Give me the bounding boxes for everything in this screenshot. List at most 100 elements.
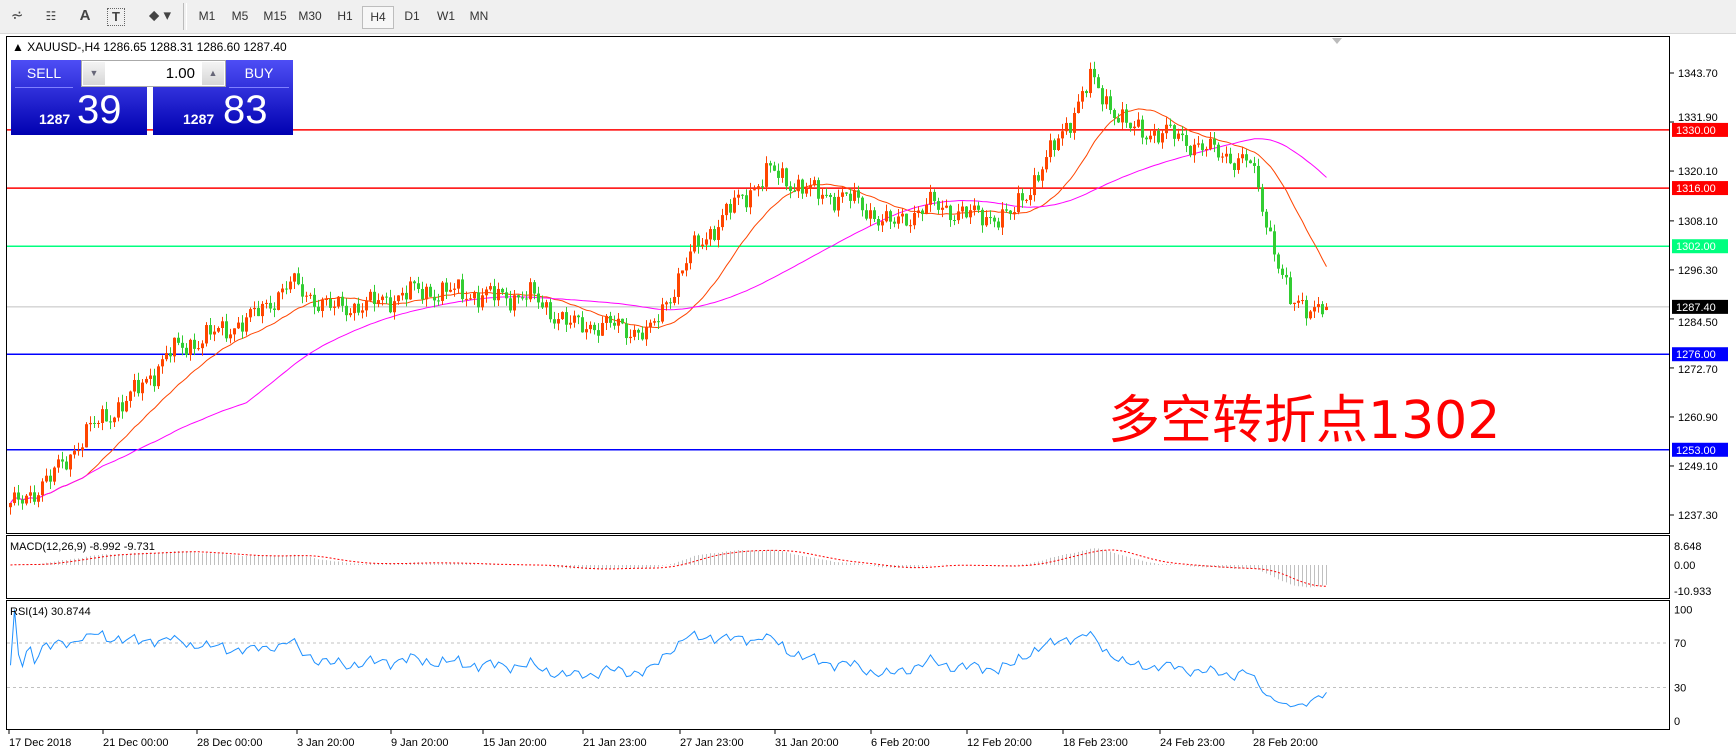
- volume-stepper[interactable]: ▼ 1.00 ▲: [81, 60, 226, 87]
- candle: [105, 409, 108, 422]
- candle: [441, 282, 444, 301]
- candle: [321, 299, 324, 311]
- candle: [497, 288, 500, 301]
- candle: [837, 196, 840, 211]
- candle: [1289, 277, 1292, 305]
- candle: [465, 298, 468, 300]
- timeframe-h4[interactable]: H4: [362, 6, 394, 29]
- candle: [1277, 254, 1280, 269]
- candle: [1161, 133, 1164, 143]
- macd-pane: [6, 535, 1670, 599]
- candle: [1245, 154, 1248, 161]
- time-tick-label: 17 Dec 2018: [9, 737, 71, 749]
- candle: [233, 328, 236, 335]
- candle: [589, 324, 592, 330]
- price-level-tag: [1672, 299, 1728, 314]
- timeframe-w1[interactable]: W1: [437, 9, 455, 23]
- timeframe-d1[interactable]: D1: [404, 9, 420, 23]
- price-level-tag: [1672, 181, 1728, 196]
- candle: [109, 421, 112, 423]
- candle: [1309, 311, 1312, 319]
- candle: [245, 317, 248, 332]
- timeframe-m30[interactable]: M30: [298, 9, 322, 23]
- candle: [1089, 68, 1092, 94]
- candle: [533, 282, 536, 294]
- rsi-tick-label: 0: [1674, 716, 1680, 728]
- candle: [337, 296, 340, 307]
- arrows-dropdown-icon[interactable]: ⬥ ▾: [148, 7, 172, 24]
- candle: [677, 273, 680, 297]
- candle: [1105, 96, 1108, 105]
- candle: [201, 343, 204, 349]
- price-chart[interactable]: 1343.70 1331.90 1320.10 1308.10 1296.30 1284.…: [0, 34, 1736, 756]
- candle: [253, 307, 256, 310]
- price-level-tag: [1672, 442, 1728, 457]
- candle: [1097, 77, 1100, 89]
- candle: [433, 296, 436, 301]
- buy-price-prefix: 1287: [183, 111, 215, 127]
- candle: [553, 319, 556, 324]
- candle: [125, 400, 128, 412]
- candle: [1117, 118, 1120, 123]
- candle: [805, 188, 808, 194]
- rsi-label: RSI(14) 30.8744: [10, 606, 91, 618]
- candle: [37, 495, 40, 502]
- time-tick-label: 3 Jan 20:00: [297, 737, 355, 749]
- candle: [957, 211, 960, 221]
- timeframe-mn[interactable]: MN: [469, 9, 489, 23]
- timeframe-m5[interactable]: M5: [231, 9, 249, 23]
- price-level-tag: [1672, 239, 1728, 254]
- elliott-wave-icon[interactable]: ⩫: [10, 7, 24, 24]
- candle: [209, 325, 212, 335]
- candle: [93, 422, 96, 424]
- candle: [313, 294, 316, 307]
- candle: [205, 325, 208, 344]
- price-level-tag: [1672, 347, 1728, 362]
- candle: [1189, 145, 1192, 156]
- candle: [1073, 112, 1076, 133]
- macd-tick-label: 0.00: [1674, 560, 1695, 572]
- candle: [365, 300, 368, 311]
- candle: [453, 288, 456, 290]
- candle: [1041, 169, 1044, 181]
- price-tick-label: 1249.10: [1678, 461, 1718, 473]
- candle: [1129, 122, 1132, 129]
- candle: [809, 185, 812, 189]
- volume-increase-icon[interactable]: ▲: [202, 62, 224, 85]
- text-icon[interactable]: A: [79, 7, 91, 24]
- fibonacci-icon[interactable]: ☷: [45, 9, 57, 23]
- candle: [393, 301, 396, 313]
- chart-shift-marker-icon[interactable]: [1332, 38, 1342, 44]
- candle: [1257, 165, 1260, 188]
- candle: [1177, 133, 1180, 139]
- candle: [249, 309, 252, 318]
- candle: [549, 302, 552, 320]
- candle: [817, 180, 820, 199]
- candle: [949, 205, 952, 221]
- timeframe-m1[interactable]: M1: [198, 9, 216, 23]
- candle: [509, 298, 512, 311]
- candle: [461, 279, 464, 300]
- candle: [197, 348, 200, 350]
- candle: [725, 203, 728, 216]
- candle: [633, 329, 636, 337]
- timeframe-m15[interactable]: M15: [263, 9, 287, 23]
- sell-price-big: 39: [77, 88, 122, 132]
- volume-decrease-icon[interactable]: ▼: [83, 62, 105, 85]
- candle: [413, 281, 416, 284]
- candle: [225, 321, 228, 339]
- candle: [29, 492, 32, 496]
- timeframe-h1[interactable]: H1: [337, 9, 353, 23]
- candle: [377, 300, 380, 305]
- text-label-icon[interactable]: T: [107, 8, 125, 26]
- candle: [669, 302, 672, 304]
- moving-averages: [10, 108, 1327, 504]
- candle: [561, 312, 564, 320]
- price-level-tag-label: 1302.00: [1676, 241, 1716, 253]
- candle: [649, 322, 652, 328]
- candle: [617, 318, 620, 326]
- volume-input[interactable]: 1.00: [165, 65, 195, 82]
- candle: [841, 192, 844, 197]
- candle: [793, 190, 796, 192]
- candle: [853, 190, 856, 201]
